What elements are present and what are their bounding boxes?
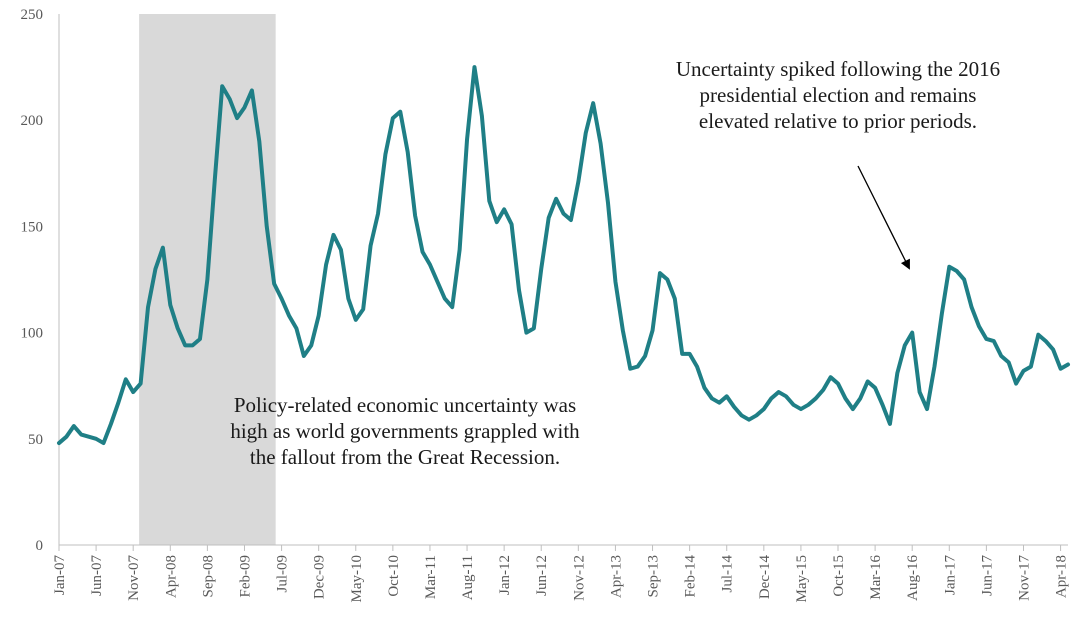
- x-tick-label: Jan-17: [942, 555, 958, 595]
- x-tick-label: Apr-08: [163, 555, 179, 598]
- x-tick-label: Apr-18: [1054, 555, 1070, 598]
- x-tick-label: Aug-11: [460, 555, 476, 600]
- x-tick-label: May-15: [794, 555, 810, 603]
- annotation-line: elevated relative to prior periods.: [699, 109, 977, 133]
- annotation-line: Uncertainty spiked following the 2016: [676, 57, 1000, 81]
- x-tick-label: Nov-12: [571, 555, 587, 601]
- x-tick-label: Sep-13: [646, 555, 662, 598]
- annotation-line: Policy-related economic uncertainty was: [234, 393, 576, 417]
- annotation-line: presidential election and remains: [700, 83, 977, 107]
- x-tick-label: Jun-12: [534, 555, 550, 596]
- annotation-recession: Policy-related economic uncertainty wash…: [230, 393, 580, 469]
- y-tick-label: 0: [36, 538, 44, 554]
- y-tick-label: 250: [21, 7, 44, 23]
- y-tick-label: 150: [21, 219, 44, 235]
- x-tick-label: Dec-14: [757, 555, 773, 600]
- x-tick-label: Nov-07: [126, 555, 142, 601]
- x-tick-label: Jul-14: [720, 555, 736, 593]
- x-tick-label: Mar-11: [423, 555, 439, 599]
- x-tick-label: Jun-17: [979, 555, 995, 596]
- annotation-line: the fallout from the Great Recession.: [250, 445, 560, 469]
- x-tick-label: Nov-17: [1016, 555, 1032, 601]
- x-tick-label: Jun-07: [89, 555, 105, 596]
- annotation-arrow: [857, 165, 910, 270]
- x-tick-label: Apr-13: [608, 555, 624, 598]
- x-tick-label: Feb-09: [237, 555, 253, 598]
- y-tick-label: 200: [21, 113, 44, 129]
- x-tick-label: Feb-14: [683, 555, 699, 598]
- y-tick-label: 50: [28, 432, 43, 448]
- y-tick-label: 100: [21, 326, 44, 342]
- x-tick-label: Oct-15: [831, 555, 847, 597]
- x-tick-label: Oct-10: [386, 555, 402, 597]
- x-tick-label: Mar-16: [868, 555, 884, 600]
- annotation-line: high as world governments grappled with: [230, 419, 580, 443]
- x-tick-label: Jan-07: [52, 555, 68, 595]
- x-tick-label: Dec-09: [312, 555, 328, 599]
- x-tick-label: Jan-12: [497, 555, 513, 595]
- x-tick-label: Aug-16: [905, 555, 921, 601]
- x-tick-label: Jul-09: [275, 555, 291, 593]
- x-tick-label: May-10: [349, 555, 365, 603]
- x-tick-label: Sep-08: [200, 555, 216, 598]
- annotation-election: Uncertainty spiked following the 2016pre…: [676, 57, 1000, 133]
